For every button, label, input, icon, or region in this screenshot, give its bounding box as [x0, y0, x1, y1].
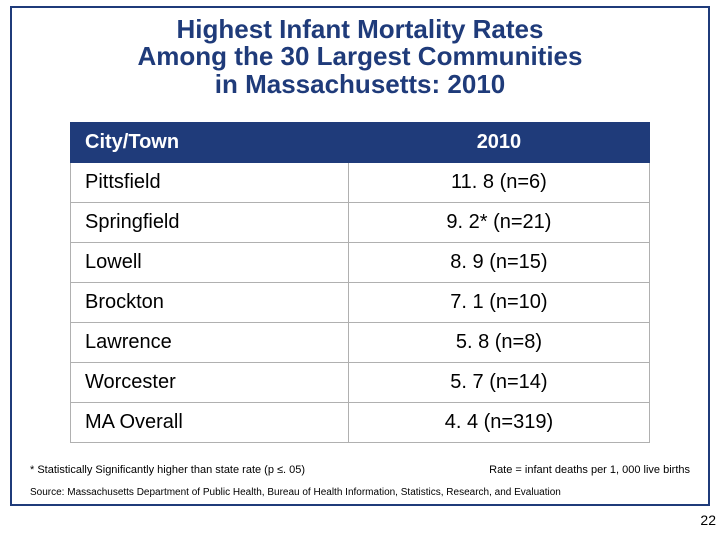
cell-value: 5. 7 (n=14) [348, 362, 649, 402]
table-row: Pittsfield 11. 8 (n=6) [71, 162, 650, 202]
table-row: Lowell 8. 9 (n=15) [71, 242, 650, 282]
cell-value: 7. 1 (n=10) [348, 282, 649, 322]
cell-value: 11. 8 (n=6) [348, 162, 649, 202]
footnotes-row: * Statistically Significantly higher tha… [30, 464, 690, 476]
cell-value: 9. 2* (n=21) [348, 202, 649, 242]
cell-city: Lowell [71, 242, 349, 282]
table-row: Worcester 5. 7 (n=14) [71, 362, 650, 402]
table-row: Brockton 7. 1 (n=10) [71, 282, 650, 322]
header-city: City/Town [71, 122, 349, 162]
mortality-table: City/Town 2010 Pittsfield 11. 8 (n=6) Sp… [70, 122, 650, 443]
cell-city: Brockton [71, 282, 349, 322]
source-citation: Source: Massachusetts Department of Publ… [30, 487, 561, 498]
title-line-2: Among the 30 Largest Communities [138, 41, 583, 71]
cell-city: Pittsfield [71, 162, 349, 202]
cell-value: 8. 9 (n=15) [348, 242, 649, 282]
footnote-significance: * Statistically Significantly higher tha… [30, 464, 305, 476]
table-header-row: City/Town 2010 [71, 122, 650, 162]
table-row: MA Overall 4. 4 (n=319) [71, 402, 650, 442]
cell-value: 4. 4 (n=319) [348, 402, 649, 442]
header-year: 2010 [348, 122, 649, 162]
cell-city: MA Overall [71, 402, 349, 442]
title-line-3: in Massachusetts: 2010 [215, 69, 505, 99]
title-line-1: Highest Infant Mortality Rates [177, 14, 544, 44]
cell-value: 5. 8 (n=8) [348, 322, 649, 362]
cell-city: Worcester [71, 362, 349, 402]
page-number: 22 [700, 512, 716, 528]
table-row: Lawrence 5. 8 (n=8) [71, 322, 650, 362]
table-row: Springfield 9. 2* (n=21) [71, 202, 650, 242]
slide-title: Highest Infant Mortality Rates Among the… [12, 16, 708, 108]
footnote-rate-definition: Rate = infant deaths per 1, 000 live bir… [489, 464, 690, 476]
cell-city: Springfield [71, 202, 349, 242]
cell-city: Lawrence [71, 322, 349, 362]
slide-frame: Highest Infant Mortality Rates Among the… [10, 6, 710, 506]
